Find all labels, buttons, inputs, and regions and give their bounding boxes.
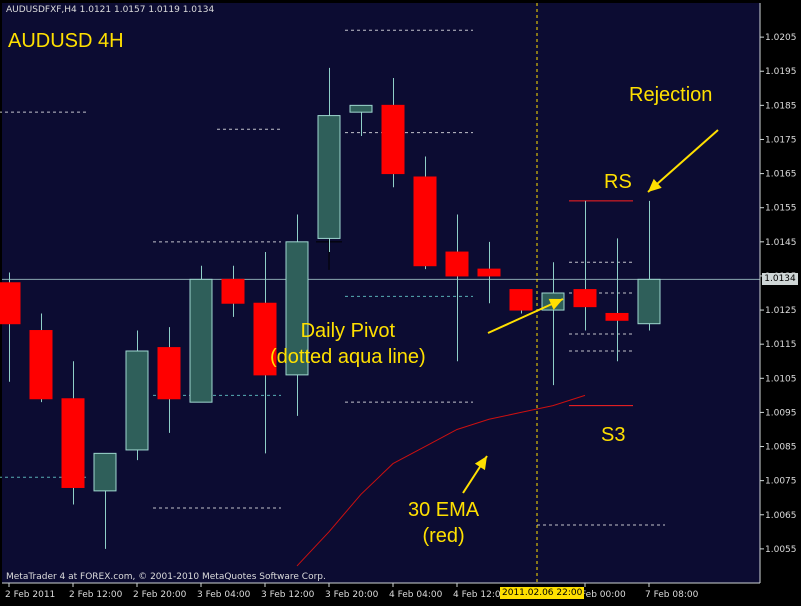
candle-body-bear <box>573 289 597 308</box>
candle-body-bear <box>477 268 501 277</box>
y-tick-label: 1.0095 <box>765 408 797 418</box>
x-tick-label: 2 Feb 20:00 <box>133 590 187 600</box>
candle-body-bull <box>189 278 213 403</box>
candle <box>189 265 213 403</box>
rs-label: RS <box>604 171 632 193</box>
x-tick-label: 2 Feb 2011 <box>5 590 55 600</box>
candle <box>0 272 21 382</box>
y-tick-label: 1.0065 <box>765 511 797 521</box>
candle-body-bear <box>605 312 629 321</box>
candle-body-bull <box>349 104 373 113</box>
x-tick-label: 4 Feb 12:00 <box>453 590 507 600</box>
y-tick-label: 1.0155 <box>765 204 797 214</box>
candle-body-bear <box>445 251 469 277</box>
y-tick-label: 1.0055 <box>765 545 797 555</box>
y-tick-label: 1.0115 <box>765 340 797 350</box>
chart-title: AUDUSD 4H <box>8 30 124 52</box>
candle <box>93 452 117 549</box>
pivot-arrow-shaft <box>487 298 564 334</box>
candle-body-bear <box>29 330 53 400</box>
y-tick-label: 1.0075 <box>765 477 797 487</box>
candle <box>253 252 277 454</box>
rejection-arrow <box>647 129 719 193</box>
y-tick-label: 1.0085 <box>765 443 797 453</box>
candle <box>509 289 533 314</box>
rejection-arrow-head <box>648 178 662 192</box>
ema-arrow-head <box>474 456 487 471</box>
y-tick-label: 1.0165 <box>765 170 797 180</box>
candle-body-bear <box>221 278 245 304</box>
candle <box>573 200 597 331</box>
y-tick-label: 1.0125 <box>765 306 797 316</box>
ema-line-group <box>296 394 586 567</box>
candle <box>477 241 501 304</box>
y-tick-label: 1.0195 <box>765 67 797 77</box>
candle-body-bear <box>157 347 181 400</box>
candle <box>285 214 309 416</box>
symbol-header: AUDUSDFXF,H4 1.0121 1.0157 1.0119 1.0134 <box>6 5 215 15</box>
x-tick-label: 3 Feb 20:00 <box>325 590 379 600</box>
y-tick-label: 1.0185 <box>765 101 797 111</box>
ema-line <box>296 394 586 567</box>
candle <box>125 330 149 461</box>
y-tick-label: 1.0205 <box>765 33 797 43</box>
rejection-arrow-shaft <box>647 129 719 193</box>
s3-label: S3 <box>601 424 626 446</box>
candle-body-bear <box>381 104 405 175</box>
ema-label-line2: (red) <box>422 525 465 547</box>
pivot-arrow-head <box>548 298 563 310</box>
y-tick-label: 1.0105 <box>765 374 797 384</box>
current-price-label: 1.0134 <box>762 273 798 286</box>
candle <box>445 214 469 362</box>
current-time-label: 2011.02.06 22:00 <box>500 587 585 599</box>
candle <box>29 313 53 403</box>
candlesticks <box>0 67 661 549</box>
x-tick-label: 7 Feb 08:00 <box>645 590 699 600</box>
x-tick-label: Feb 00:00 <box>581 590 626 600</box>
rejection-label: Rejection <box>629 84 713 106</box>
y-tick-label: 1.0145 <box>765 238 797 248</box>
x-tick-label: 3 Feb 04:00 <box>197 590 251 600</box>
candle-body-bear <box>509 289 533 311</box>
pivot-label: Daily Pivot (dotted aqua line) <box>270 318 426 370</box>
plot-area[interactable] <box>2 3 760 583</box>
candle-body-bull <box>125 350 149 451</box>
ema-arrow <box>462 455 488 494</box>
candle <box>61 361 85 505</box>
pivot-arrow <box>487 298 564 334</box>
candle-body-bull <box>93 452 117 492</box>
candle <box>605 238 629 362</box>
annotation-arrows <box>462 129 719 494</box>
x-tick-label: 4 Feb 04:00 <box>389 590 443 600</box>
candle-body-bear <box>413 176 437 267</box>
candle <box>317 67 341 253</box>
pivot-label-line1: Daily Pivot <box>300 320 396 342</box>
pivot-label-line2: (dotted aqua line) <box>270 346 426 368</box>
candle-body-bull <box>317 115 341 239</box>
copyright-text: MetaTrader 4 at FOREX.com, © 2001-2010 M… <box>6 572 326 582</box>
ema-label: 30 EMA (red) <box>408 497 479 549</box>
candle <box>349 104 373 137</box>
candle-body-bull <box>637 278 661 325</box>
x-tick-label: 2 Feb 12:00 <box>69 590 123 600</box>
candle-body-bear <box>0 282 21 325</box>
candle <box>413 156 437 270</box>
ema-label-line1: 30 EMA <box>408 499 480 521</box>
candle-body-bear <box>61 398 85 488</box>
candle-body-bear <box>253 302 277 376</box>
x-tick-label: 3 Feb 12:00 <box>261 590 315 600</box>
candle <box>157 327 181 433</box>
candle-body-bull <box>285 241 309 376</box>
candle <box>637 200 661 331</box>
y-tick-label: 1.0175 <box>765 135 797 145</box>
candle <box>221 265 245 317</box>
x-axis: 2 Feb 2011 2 Feb 12:00 2 Feb 20:00 3 Feb 04… <box>2 582 760 600</box>
candle <box>381 78 405 188</box>
